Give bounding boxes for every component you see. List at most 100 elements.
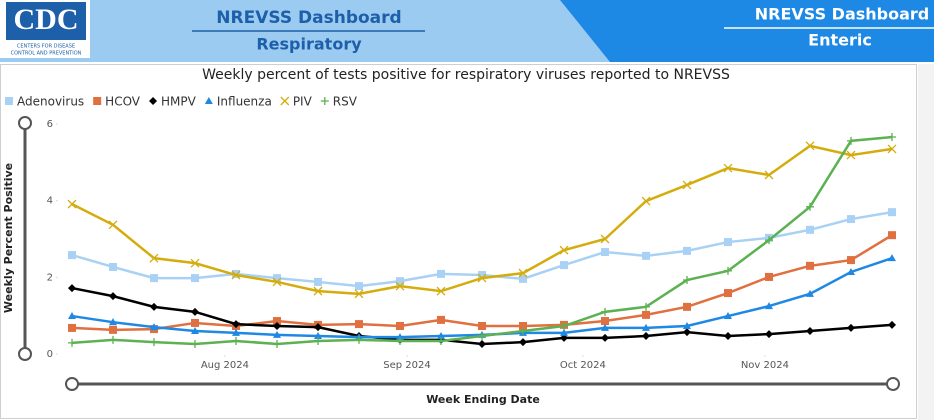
marker xyxy=(190,258,200,268)
legend-label[interactable]: HCOV xyxy=(105,95,141,109)
x-tick-label: Nov 2024 xyxy=(741,360,789,371)
marker xyxy=(150,323,158,331)
marker xyxy=(642,302,650,311)
marker xyxy=(273,340,281,349)
y-axis-label: Weekly Percent Positive xyxy=(2,163,15,313)
marker xyxy=(5,97,13,105)
marker xyxy=(642,310,650,319)
logo-sub: CENTERS FOR DISEASE xyxy=(17,44,75,50)
marker xyxy=(888,254,896,262)
chart-panel xyxy=(0,64,917,419)
marker xyxy=(272,277,282,287)
legend-label[interactable]: RSV xyxy=(333,95,358,109)
marker xyxy=(108,220,118,230)
marker xyxy=(273,274,281,283)
marker xyxy=(396,277,404,286)
slider-handle[interactable] xyxy=(18,347,32,361)
marker xyxy=(806,261,814,270)
marker xyxy=(683,276,691,285)
marker xyxy=(601,248,609,257)
y-tick-label: 2 xyxy=(47,272,53,283)
marker xyxy=(314,277,322,286)
marker xyxy=(320,97,329,105)
logo-text: CDC xyxy=(14,3,79,36)
marker xyxy=(683,246,691,255)
marker xyxy=(314,336,322,345)
y-tick-label: 6 xyxy=(47,119,53,130)
marker xyxy=(764,170,774,180)
marker xyxy=(683,302,691,311)
tab-title[interactable]: NREVSS Dashboard xyxy=(216,8,401,28)
marker xyxy=(191,327,199,334)
marker xyxy=(519,338,527,347)
marker xyxy=(478,340,486,349)
marker xyxy=(847,267,855,275)
marker xyxy=(765,330,773,339)
marker xyxy=(273,330,281,338)
marker xyxy=(765,302,773,310)
tab-sub[interactable]: Respiratory xyxy=(256,35,362,54)
marker xyxy=(355,282,363,291)
logo-sub: CONTROL AND PREVENTION xyxy=(11,51,82,57)
enteric-tab-bg[interactable] xyxy=(560,0,934,62)
marker xyxy=(68,251,76,260)
marker xyxy=(724,266,732,275)
marker xyxy=(191,274,199,283)
marker xyxy=(355,335,363,344)
marker xyxy=(888,208,896,217)
marker xyxy=(683,322,691,330)
marker xyxy=(149,97,158,105)
marker xyxy=(109,292,117,301)
marker xyxy=(232,328,240,336)
legend-label[interactable]: Adenovirus xyxy=(17,95,84,109)
marker xyxy=(437,269,445,278)
marker xyxy=(150,302,158,311)
marker xyxy=(682,180,692,190)
marker xyxy=(724,238,732,247)
slider-handle[interactable] xyxy=(886,377,900,391)
marker xyxy=(765,272,773,281)
marker xyxy=(805,141,815,151)
marker xyxy=(355,320,363,329)
legend-label[interactable]: Influenza xyxy=(217,95,272,109)
marker xyxy=(109,318,117,326)
x-tick-label: Oct 2024 xyxy=(560,360,606,371)
marker xyxy=(68,312,76,320)
marker xyxy=(109,262,117,271)
marker xyxy=(150,274,158,283)
marker xyxy=(231,270,241,280)
marker xyxy=(395,281,405,291)
marker xyxy=(478,331,486,340)
slider-handle[interactable] xyxy=(18,116,32,130)
marker xyxy=(642,251,650,260)
scrollbar[interactable] xyxy=(918,64,934,420)
marker xyxy=(642,331,650,340)
marker xyxy=(436,286,446,296)
marker xyxy=(724,331,732,340)
marker xyxy=(846,150,856,160)
marker xyxy=(273,317,281,326)
marker xyxy=(232,336,240,345)
marker xyxy=(354,289,364,299)
tab-sub[interactable]: Enteric xyxy=(808,31,872,50)
marker xyxy=(396,336,404,345)
tab-title[interactable]: NREVSS Dashboard xyxy=(755,5,930,24)
marker xyxy=(601,323,609,331)
marker xyxy=(600,234,610,244)
slider-handle[interactable] xyxy=(65,377,79,391)
marker xyxy=(519,327,527,335)
marker xyxy=(847,323,855,332)
marker xyxy=(723,163,733,173)
marker xyxy=(847,256,855,265)
marker xyxy=(806,202,814,211)
legend-label[interactable]: HMPV xyxy=(161,95,197,109)
legend-label[interactable]: PIV xyxy=(293,95,313,109)
marker xyxy=(437,336,445,345)
marker xyxy=(560,261,568,270)
marker xyxy=(273,322,281,331)
marker xyxy=(724,289,732,298)
marker xyxy=(641,196,651,206)
marker xyxy=(887,144,897,154)
marker xyxy=(109,325,117,334)
